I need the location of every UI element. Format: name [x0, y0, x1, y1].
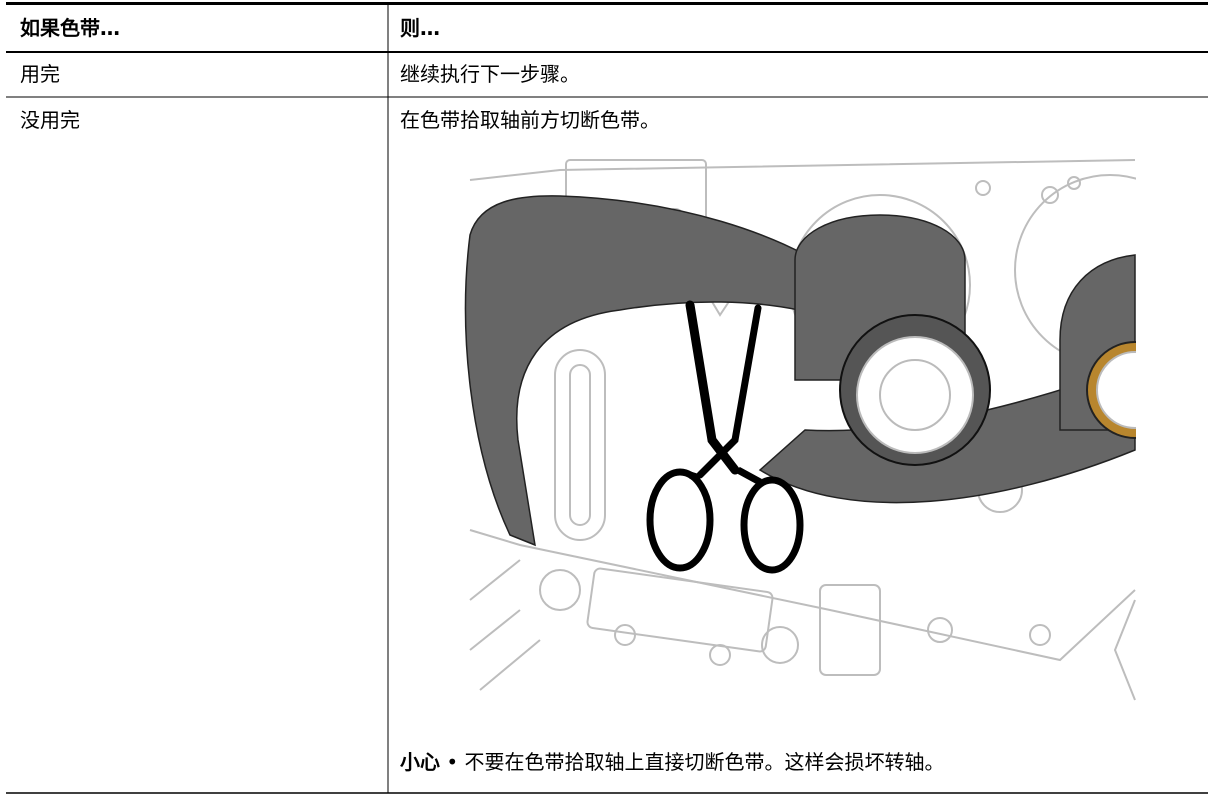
outline: [586, 567, 774, 653]
cell: 用完: [20, 62, 60, 86]
outline: [554, 349, 606, 541]
outline: [469, 559, 541, 691]
outline: [1029, 624, 1051, 646]
outline: [469, 159, 1136, 181]
scissors: [646, 300, 804, 574]
hub-core: [856, 336, 974, 454]
crop: [1136, 150, 1214, 710]
outline: [761, 626, 799, 664]
outline: [819, 584, 881, 676]
outline: [975, 180, 991, 196]
outline: [709, 644, 731, 666]
handle: [646, 468, 714, 572]
outline: [614, 624, 636, 646]
outline: [1113, 599, 1136, 701]
outline: [1041, 186, 1059, 204]
caution-label: 小心: [400, 750, 440, 774]
blade: [685, 300, 740, 475]
outline: [1067, 176, 1081, 190]
header-cell: 如果色带…: [20, 16, 120, 40]
cell: 在色带拾取轴前方切断色带。: [400, 108, 660, 132]
hub-core: [879, 359, 951, 431]
caution-note: 小心 • 不要在色带拾取轴上直接切断色带。这样会损坏转轴。: [400, 750, 945, 774]
handle: [740, 476, 804, 574]
ribbon-supply: [464, 195, 831, 547]
outline: [539, 569, 581, 611]
outline: [927, 617, 953, 643]
outline: [469, 529, 1136, 662]
outline: [569, 364, 591, 526]
shank: [688, 466, 762, 486]
header-cell: 则…: [400, 16, 440, 40]
caution-text: • 不要在色带拾取轴上直接切断色带。这样会损坏转轴。: [446, 750, 945, 774]
cell: 继续执行下一步骤。: [400, 62, 580, 86]
blade: [696, 304, 762, 479]
cell: 没用完: [20, 108, 80, 132]
